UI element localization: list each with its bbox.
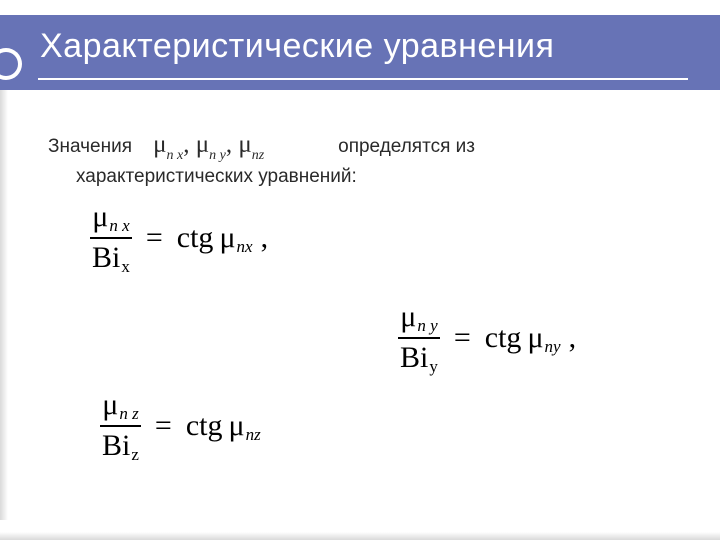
title-banner: Характеристические уравнения <box>0 15 720 90</box>
eq-y-rhs-sym: μ <box>527 321 543 354</box>
slide: Характеристические уравнения Значения μn… <box>0 0 720 540</box>
mu-sub-z: nz <box>252 148 264 163</box>
equals-sign: = <box>146 221 163 255</box>
bottom-shadow <box>0 532 720 540</box>
body-text-after: определятся из <box>338 136 475 157</box>
eq-y-num-sym: μ <box>400 300 416 333</box>
eq-z-rhs-sub: nz <box>246 425 261 444</box>
eq-z-den-sub: z <box>131 445 139 464</box>
sep-1: , <box>183 131 196 158</box>
eq-z-den-sym: Bi <box>102 429 130 462</box>
eq-y-den-sym: Bi <box>400 341 428 374</box>
eq-x-num-sym: μ <box>92 200 108 233</box>
left-shadow <box>0 90 8 520</box>
sep-2: , <box>226 131 239 158</box>
mu-symbol-y: μ <box>196 131 209 158</box>
body-text-before: Значения <box>48 136 132 157</box>
eq-z-fraction: μn z Biz <box>100 388 141 463</box>
eq-x-trail: , <box>261 221 269 255</box>
title-underline <box>38 78 688 80</box>
equals-sign: = <box>155 409 172 443</box>
eq-x-den-sym: Bi <box>92 241 120 274</box>
mu-symbol-x: μ <box>153 131 166 158</box>
eq-z-num-sym: μ <box>102 388 118 421</box>
equals-sign: = <box>454 321 471 355</box>
body-paragraph: Значения μn x, μn y, μnz определятся из … <box>48 128 668 189</box>
mu-sub-x: n x <box>167 148 184 163</box>
fraction-bar <box>90 237 132 239</box>
eq-y-rhs-fn: ctg <box>485 321 522 354</box>
eq-y-rhs-sub: ny <box>545 337 561 356</box>
mu-symbol-z: μ <box>238 131 251 158</box>
eq-z-rhs-fn: ctg <box>186 409 223 442</box>
body-text-line2: характеристических уравнений: <box>48 166 357 187</box>
eq-x-fraction: μn x Bix <box>90 200 132 275</box>
eq-z-rhs-sym: μ <box>229 409 245 442</box>
equation-x: μn x Bix = ctg μnx , <box>90 200 268 275</box>
eq-y-trail: , <box>569 321 577 355</box>
mu-sub-y: n y <box>209 148 226 163</box>
eq-x-den-sub: x <box>121 257 130 276</box>
equation-y: μn y Biy = ctg μny , <box>398 300 576 375</box>
slide-title: Характеристические уравнения <box>40 27 554 66</box>
eq-z-num-sub: n z <box>119 404 138 423</box>
eq-y-den-sub: y <box>429 357 438 376</box>
eq-x-rhs-sym: μ <box>219 221 235 254</box>
fraction-bar <box>398 337 440 339</box>
eq-y-fraction: μn y Biy <box>398 300 440 375</box>
eq-y-num-sub: n y <box>417 316 437 335</box>
eq-x-rhs-fn: ctg <box>177 221 214 254</box>
fraction-bar <box>100 425 141 427</box>
eq-x-num-sub: n x <box>109 216 129 235</box>
eq-x-rhs-sub: nx <box>237 237 253 256</box>
equation-z: μn z Biz = ctg μnz <box>100 388 269 463</box>
